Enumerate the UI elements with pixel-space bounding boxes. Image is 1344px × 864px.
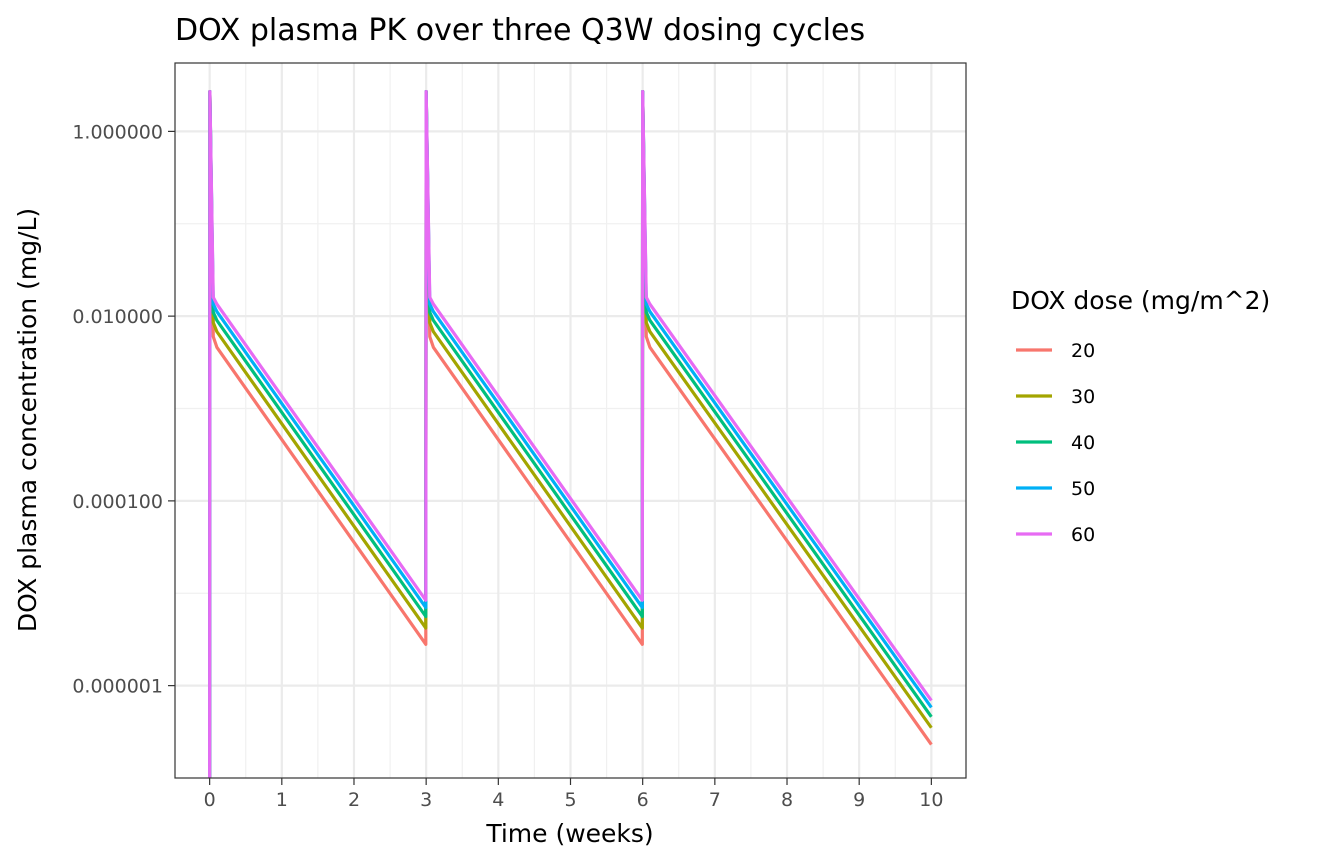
x-tick-label: 6 (637, 789, 649, 811)
x-tick-label: 1 (276, 789, 288, 811)
legend: DOX dose (mg/m^2) 20 30 40 50 60 (1011, 286, 1270, 546)
series-line-40 (208, 89, 933, 779)
y-tick-label: 1.000000 (72, 121, 163, 143)
series-line-30 (208, 89, 933, 779)
x-tick-label: 9 (853, 789, 865, 811)
x-tick-label: 2 (348, 789, 360, 811)
legend-label-50: 50 (1071, 478, 1095, 500)
legend-items: 20 30 40 50 60 (1016, 340, 1095, 546)
x-tick-label: 3 (420, 789, 432, 811)
y-tick-label: 0.010000 (72, 306, 163, 328)
x-tick-label: 10 (919, 789, 943, 811)
series-line-60 (208, 89, 933, 779)
y-axis: 0.000001 0.000100 0.010000 1.000000 (72, 121, 175, 698)
series-line-50 (208, 89, 933, 779)
y-axis-title: DOX plasma concentration (mg/L) (13, 208, 42, 632)
y-tick-label: 0.000100 (72, 491, 163, 513)
plot-area (174, 62, 967, 779)
legend-label-60: 60 (1071, 524, 1095, 546)
legend-label-40: 40 (1071, 432, 1095, 454)
series-line-20 (208, 89, 933, 779)
chart-title: DOX plasma PK over three Q3W dosing cycl… (175, 13, 865, 48)
legend-label-30: 30 (1071, 386, 1095, 408)
series-layer (208, 89, 933, 779)
y-tick-label: 0.000001 (72, 676, 163, 698)
x-tick-label: 5 (564, 789, 576, 811)
legend-title: DOX dose (mg/m^2) (1011, 286, 1270, 315)
x-axis-title: Time (weeks) (485, 819, 653, 848)
legend-label-20: 20 (1071, 340, 1095, 362)
x-tick-label: 0 (204, 789, 216, 811)
x-tick-label: 8 (781, 789, 793, 811)
x-tick-label: 4 (492, 789, 504, 811)
x-tick-label: 7 (709, 789, 721, 811)
x-axis: 0 1 2 3 4 5 6 7 8 9 10 (204, 778, 943, 811)
